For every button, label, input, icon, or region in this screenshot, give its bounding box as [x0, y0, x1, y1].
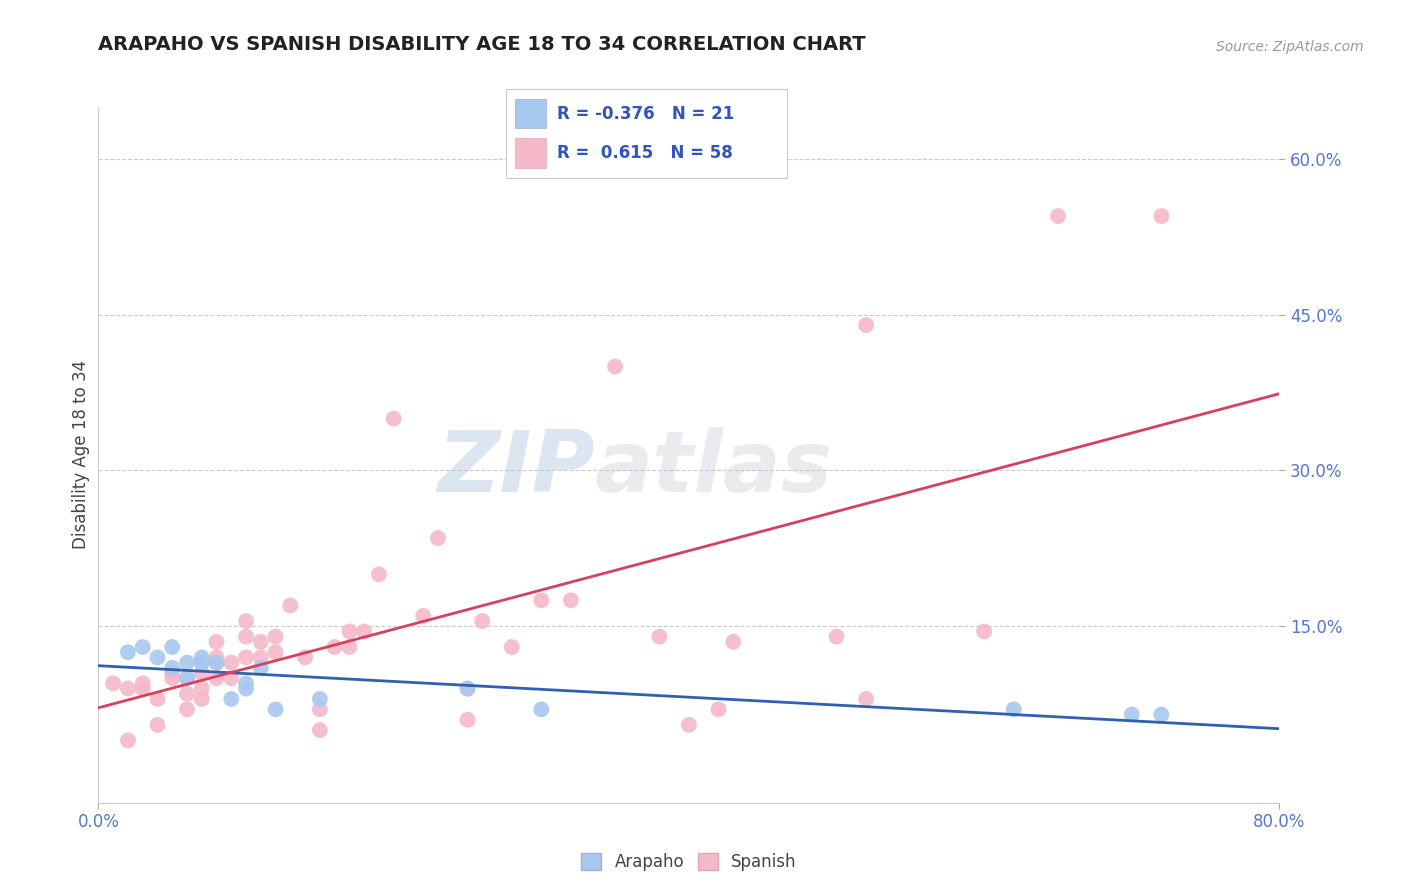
- Point: [1046, 209, 1069, 223]
- Point: [219, 671, 242, 685]
- Point: [855, 692, 877, 706]
- Text: R =  0.615   N = 58: R = 0.615 N = 58: [557, 144, 733, 162]
- Point: [132, 676, 155, 690]
- Bar: [515, 99, 546, 128]
- Point: [205, 671, 228, 685]
- Text: atlas: atlas: [595, 427, 832, 510]
- Point: [191, 656, 214, 670]
- Point: [353, 624, 375, 639]
- Point: [191, 681, 214, 696]
- Point: [162, 640, 183, 654]
- Point: [191, 650, 214, 665]
- Point: [1121, 707, 1143, 722]
- Point: [501, 640, 523, 654]
- Point: [235, 676, 257, 690]
- Point: [103, 676, 125, 690]
- Text: R = -0.376   N = 21: R = -0.376 N = 21: [557, 104, 734, 123]
- Point: [382, 411, 405, 425]
- Point: [707, 702, 730, 716]
- Point: [117, 645, 139, 659]
- Point: [648, 630, 671, 644]
- Point: [825, 630, 848, 644]
- Point: [264, 702, 287, 716]
- Point: [219, 656, 242, 670]
- Point: [162, 661, 183, 675]
- Point: [146, 718, 169, 732]
- Point: [146, 650, 169, 665]
- Point: [205, 656, 228, 670]
- Point: [176, 671, 198, 685]
- Point: [412, 608, 434, 623]
- Point: [250, 650, 273, 665]
- Point: [560, 593, 582, 607]
- Point: [205, 635, 228, 649]
- Point: [235, 650, 257, 665]
- Point: [176, 671, 198, 685]
- Point: [235, 614, 257, 628]
- Point: [309, 692, 332, 706]
- Point: [191, 665, 214, 680]
- Point: [205, 656, 228, 670]
- Point: [323, 640, 346, 654]
- Text: ZIP: ZIP: [437, 427, 595, 510]
- Point: [264, 645, 287, 659]
- Point: [278, 599, 302, 613]
- Point: [973, 624, 995, 639]
- Point: [162, 671, 183, 685]
- Point: [191, 692, 214, 706]
- Point: [530, 702, 553, 716]
- Point: [250, 661, 273, 675]
- Point: [337, 640, 360, 654]
- Point: [368, 567, 391, 582]
- Point: [1150, 209, 1173, 223]
- Bar: [515, 138, 546, 168]
- Point: [162, 665, 183, 680]
- Point: [456, 681, 478, 696]
- Point: [117, 681, 139, 696]
- Point: [219, 692, 242, 706]
- Point: [205, 650, 228, 665]
- Legend: Arapaho, Spanish: Arapaho, Spanish: [575, 847, 803, 878]
- Point: [309, 723, 332, 738]
- Point: [235, 681, 257, 696]
- Point: [146, 692, 169, 706]
- Point: [605, 359, 627, 374]
- Point: [456, 713, 478, 727]
- Point: [235, 630, 257, 644]
- Point: [309, 702, 332, 716]
- Point: [427, 531, 450, 545]
- Point: [132, 681, 155, 696]
- Y-axis label: Disability Age 18 to 34: Disability Age 18 to 34: [72, 360, 90, 549]
- Text: ARAPAHO VS SPANISH DISABILITY AGE 18 TO 34 CORRELATION CHART: ARAPAHO VS SPANISH DISABILITY AGE 18 TO …: [98, 35, 866, 54]
- Point: [176, 702, 198, 716]
- Point: [855, 318, 877, 332]
- Point: [176, 656, 198, 670]
- Point: [294, 650, 316, 665]
- Point: [132, 640, 155, 654]
- Point: [191, 656, 214, 670]
- Point: [721, 635, 744, 649]
- Point: [117, 733, 139, 747]
- Text: Source: ZipAtlas.com: Source: ZipAtlas.com: [1216, 40, 1364, 54]
- Point: [337, 624, 360, 639]
- Point: [250, 635, 273, 649]
- Point: [1002, 702, 1025, 716]
- Point: [176, 687, 198, 701]
- Point: [456, 681, 478, 696]
- Point: [1150, 707, 1173, 722]
- Point: [678, 718, 700, 732]
- Point: [530, 593, 553, 607]
- Point: [471, 614, 494, 628]
- Point: [264, 630, 287, 644]
